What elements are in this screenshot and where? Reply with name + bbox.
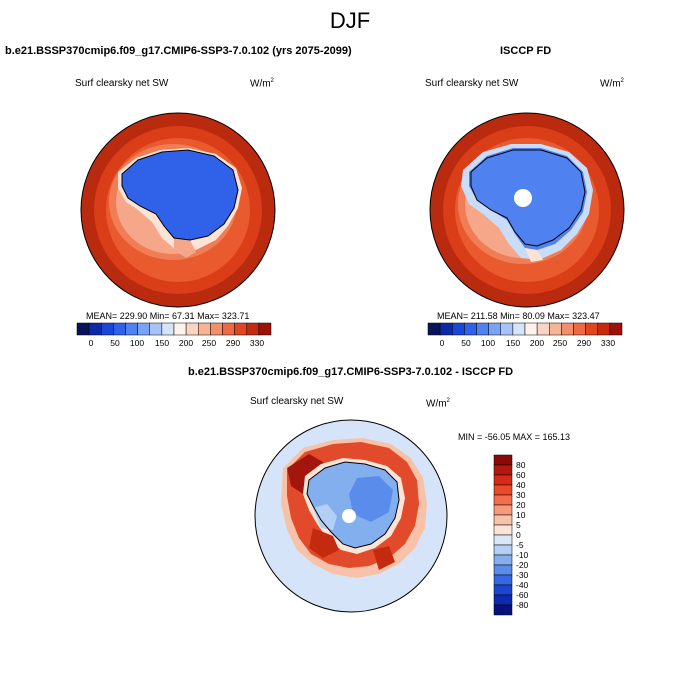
- colorbar-swatch: [210, 322, 223, 336]
- colorbar-swatch: [464, 322, 477, 336]
- colorbar-swatch: [493, 464, 513, 476]
- colorbar-swatch: [161, 322, 175, 336]
- colorbar-swatch: [561, 322, 574, 336]
- obs-colorbar-tick: 200: [529, 338, 545, 348]
- colorbar-swatch: [493, 594, 513, 606]
- obs-colorbar-tick: 290: [576, 338, 592, 348]
- colorbar-swatch: [76, 322, 90, 336]
- colorbar-swatch: [493, 604, 513, 616]
- diff-colorbar-tick: 80: [516, 460, 526, 470]
- colorbar-swatch: [246, 322, 260, 336]
- colorbar-swatch: [427, 322, 441, 336]
- model-variable-label: Surf clearsky net SW: [75, 78, 169, 89]
- model-colorbar-tick: 0: [88, 338, 94, 348]
- colorbar-swatch: [185, 322, 199, 336]
- colorbar-swatch: [493, 454, 513, 466]
- colorbar-swatch: [512, 322, 526, 336]
- colorbar-swatch: [549, 322, 562, 336]
- colorbar-swatch: [493, 484, 513, 496]
- obs-panel-title: ISCCP FD: [500, 45, 552, 57]
- model-units-label: W/m2: [250, 78, 274, 90]
- colorbar-swatch: [452, 322, 465, 336]
- colorbar-swatch: [101, 322, 114, 336]
- model-colorbar-tick: 50: [110, 338, 120, 348]
- colorbar-swatch: [493, 564, 513, 576]
- colorbar-swatch: [137, 322, 150, 336]
- colorbar-swatch: [113, 322, 126, 336]
- model-colorbar-tick: 290: [225, 338, 241, 348]
- diff-variable-label: Surf clearsky net SW: [250, 396, 344, 407]
- obs-variable-label: Surf clearsky net SW: [425, 78, 519, 89]
- colorbar-swatch: [493, 534, 513, 546]
- colorbar-swatch: [597, 322, 611, 336]
- colorbar-swatch: [493, 474, 513, 486]
- diff-colorbar-tick: 5: [516, 520, 521, 530]
- colorbar-swatch: [234, 322, 247, 336]
- model-colorbar-tick: 330: [249, 338, 265, 348]
- model-colorbar-tick: 250: [201, 338, 217, 348]
- figure-title: DJF: [329, 8, 371, 33]
- diff-panel-title: b.e21.BSSP370cmip6.f09_g17.CMIP6-SSP3-7.…: [188, 366, 514, 378]
- model-stats: MEAN= 229.90 Min= 67.31 Max= 323.71: [86, 311, 250, 321]
- colorbar-swatch: [493, 514, 513, 526]
- colorbar-swatch: [493, 554, 513, 566]
- model-panel-title: b.e21.BSSP370cmip6.f09_g17.CMIP6-SSP3-7.…: [5, 45, 352, 57]
- colorbar-swatch: [493, 544, 513, 556]
- diff-colorbar: [493, 454, 513, 616]
- obs-colorbar-tick: 50: [461, 338, 471, 348]
- colorbar-swatch: [524, 322, 538, 336]
- diff-polar-map: [254, 419, 448, 613]
- colorbar-swatch: [258, 322, 272, 336]
- diff-colorbar-tick: 30: [516, 490, 526, 500]
- obs-polar-map: [429, 112, 625, 308]
- colorbar-swatch: [149, 322, 163, 336]
- diff-colorbar-tick: -60: [516, 590, 529, 600]
- colorbar-swatch: [173, 322, 187, 336]
- obs-stats: MEAN= 211.58 Min= 80.09 Max= 323.47: [437, 311, 600, 321]
- model-colorbar-tick: 150: [154, 338, 170, 348]
- colorbar-swatch: [500, 322, 514, 336]
- colorbar-swatch: [125, 322, 138, 336]
- diff-colorbar-tick: -80: [516, 600, 529, 610]
- colorbar-swatch: [476, 322, 489, 336]
- colorbar-swatch: [493, 584, 513, 596]
- diff-colorbar-tick: -30: [516, 570, 529, 580]
- obs-colorbar-tick: 250: [552, 338, 568, 348]
- diff-stats: MIN = -56.05 MAX = 165.13: [458, 432, 571, 442]
- obs-colorbar-tick: 0: [439, 338, 445, 348]
- diff-colorbar-tick: -20: [516, 560, 529, 570]
- diff-colorbar-tick: 40: [516, 480, 526, 490]
- colorbar-swatch: [493, 524, 513, 536]
- colorbar-swatch: [439, 322, 453, 336]
- diff-colorbar-tick: 10: [516, 510, 526, 520]
- colorbar-swatch: [573, 322, 586, 336]
- diff-units-label: W/m2: [426, 398, 450, 410]
- colorbar-swatch: [585, 322, 598, 336]
- diff-colorbar-tick: 0: [516, 530, 521, 540]
- obs-colorbar-tick: 150: [505, 338, 521, 348]
- obs-colorbar-tick: 100: [480, 338, 496, 348]
- colorbar-swatch: [536, 322, 550, 336]
- diff-colorbar-tick: -40: [516, 580, 529, 590]
- colorbar-swatch: [88, 322, 102, 336]
- diff-colorbar-tick: 60: [516, 470, 526, 480]
- model-colorbar-tick: 200: [178, 338, 194, 348]
- obs-units-label: W/m2: [600, 78, 624, 90]
- obs-colorbar-tick: 330: [600, 338, 616, 348]
- colorbar-swatch: [198, 322, 211, 336]
- model-colorbar-tick: 100: [129, 338, 145, 348]
- colorbar-swatch: [488, 322, 501, 336]
- obs-colorbar: [427, 322, 623, 336]
- colorbar-swatch: [609, 322, 623, 336]
- model-polar-map: [80, 112, 276, 308]
- colorbar-swatch: [493, 494, 513, 506]
- colorbar-swatch: [493, 574, 513, 586]
- colorbar-swatch: [222, 322, 235, 336]
- colorbar-swatch: [493, 504, 513, 516]
- diff-colorbar-tick: -10: [516, 550, 529, 560]
- diff-colorbar-tick: -5: [516, 540, 524, 550]
- diff-colorbar-tick: 20: [516, 500, 526, 510]
- model-colorbar: [76, 322, 272, 336]
